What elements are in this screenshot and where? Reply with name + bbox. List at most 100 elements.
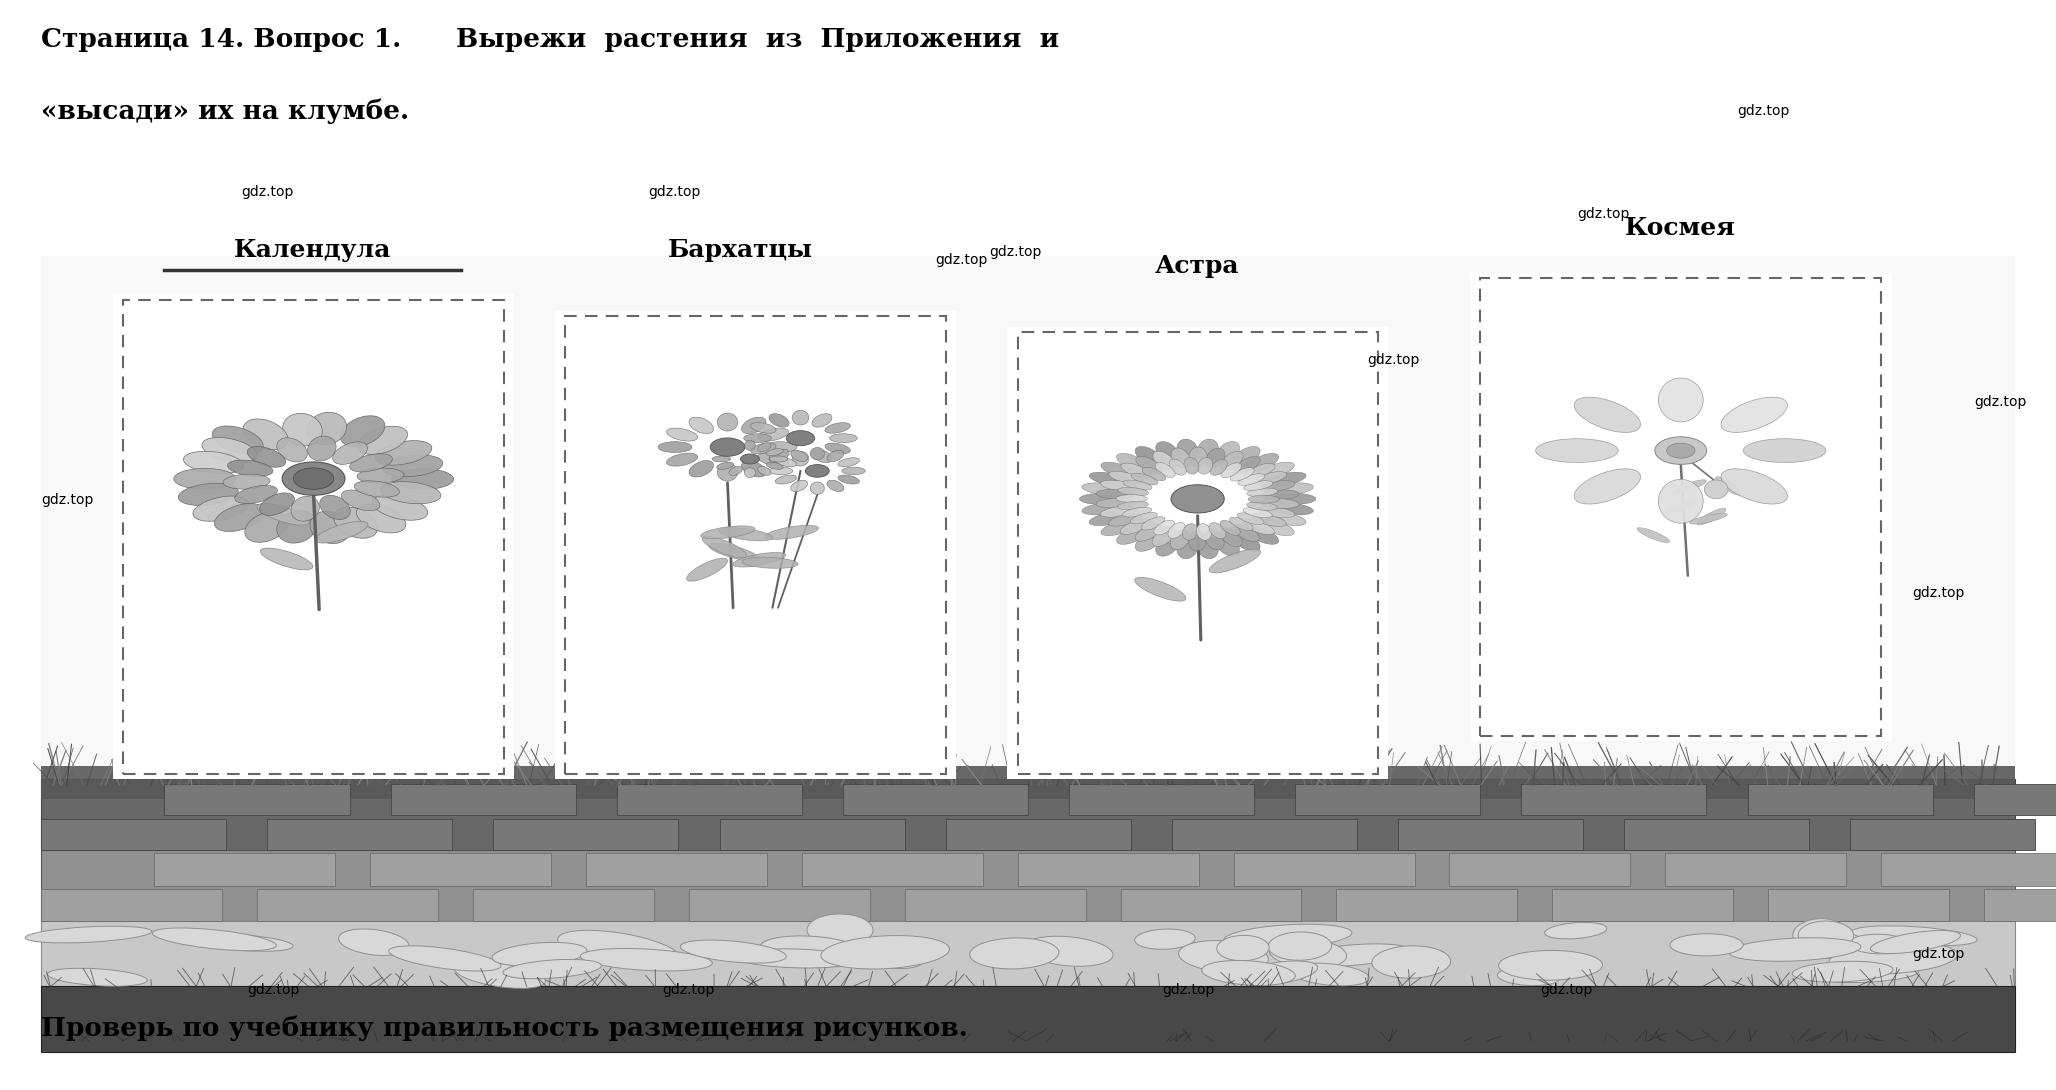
- Text: gdz.top: gdz.top: [1577, 207, 1630, 221]
- Ellipse shape: [730, 443, 742, 451]
- Ellipse shape: [718, 462, 734, 470]
- Ellipse shape: [1820, 966, 1918, 982]
- Ellipse shape: [732, 553, 785, 567]
- Ellipse shape: [1221, 463, 1242, 477]
- Ellipse shape: [1238, 961, 1318, 985]
- Ellipse shape: [1289, 964, 1369, 985]
- Circle shape: [806, 464, 829, 477]
- Ellipse shape: [757, 453, 790, 467]
- Ellipse shape: [742, 417, 767, 434]
- Ellipse shape: [829, 434, 857, 443]
- Ellipse shape: [1118, 487, 1149, 496]
- Ellipse shape: [333, 441, 368, 464]
- Ellipse shape: [1081, 483, 1127, 495]
- Bar: [689, 889, 870, 921]
- Ellipse shape: [1135, 530, 1164, 552]
- Ellipse shape: [201, 437, 257, 463]
- Ellipse shape: [1715, 476, 1741, 495]
- Bar: [1984, 889, 2056, 921]
- Ellipse shape: [243, 419, 288, 449]
- Ellipse shape: [812, 414, 833, 427]
- Ellipse shape: [1799, 921, 1855, 949]
- Ellipse shape: [769, 456, 787, 462]
- Ellipse shape: [1131, 512, 1158, 524]
- Ellipse shape: [666, 453, 697, 467]
- Ellipse shape: [1108, 471, 1143, 484]
- Ellipse shape: [354, 481, 399, 497]
- Ellipse shape: [769, 449, 790, 462]
- Ellipse shape: [1090, 472, 1131, 486]
- Ellipse shape: [750, 423, 775, 433]
- Ellipse shape: [1269, 938, 1347, 968]
- Ellipse shape: [757, 467, 771, 475]
- Bar: [1172, 820, 1357, 850]
- Bar: [493, 820, 678, 850]
- Ellipse shape: [1176, 535, 1199, 559]
- Bar: [905, 889, 1086, 921]
- Ellipse shape: [1246, 501, 1277, 510]
- Text: gdz.top: gdz.top: [1912, 585, 1963, 600]
- Ellipse shape: [1170, 459, 1186, 475]
- Ellipse shape: [261, 548, 313, 570]
- Ellipse shape: [775, 458, 796, 467]
- Bar: [1398, 820, 1583, 850]
- Ellipse shape: [1135, 457, 1162, 473]
- Text: «высади» их на клумбе.: «высади» их на клумбе.: [41, 98, 409, 123]
- Ellipse shape: [1221, 451, 1244, 470]
- Ellipse shape: [703, 536, 746, 558]
- Ellipse shape: [681, 940, 785, 964]
- Ellipse shape: [278, 438, 306, 462]
- Ellipse shape: [1223, 924, 1353, 948]
- Ellipse shape: [1721, 397, 1787, 433]
- Circle shape: [294, 468, 333, 489]
- Bar: [391, 784, 576, 815]
- Ellipse shape: [1704, 480, 1727, 499]
- Ellipse shape: [1244, 525, 1279, 544]
- Ellipse shape: [214, 504, 265, 532]
- Ellipse shape: [792, 481, 808, 492]
- Ellipse shape: [372, 495, 428, 520]
- Bar: [843, 784, 1028, 815]
- Ellipse shape: [389, 946, 502, 971]
- Ellipse shape: [1252, 472, 1287, 485]
- Bar: [1069, 784, 1254, 815]
- Text: Календула: Календула: [234, 238, 391, 262]
- FancyBboxPatch shape: [41, 256, 2015, 779]
- Ellipse shape: [1244, 508, 1273, 518]
- Ellipse shape: [763, 441, 798, 452]
- Bar: [370, 853, 551, 885]
- Ellipse shape: [1143, 468, 1166, 481]
- Ellipse shape: [1793, 919, 1848, 950]
- Ellipse shape: [1090, 511, 1131, 525]
- Circle shape: [709, 438, 744, 457]
- Ellipse shape: [1197, 458, 1213, 474]
- Ellipse shape: [1729, 937, 1861, 961]
- Text: gdz.top: gdz.top: [648, 185, 701, 199]
- Text: gdz.top: gdz.top: [41, 493, 93, 507]
- Ellipse shape: [1269, 932, 1332, 960]
- Ellipse shape: [1575, 397, 1641, 433]
- Ellipse shape: [321, 495, 350, 520]
- Ellipse shape: [792, 410, 808, 425]
- Ellipse shape: [1672, 480, 1706, 494]
- Ellipse shape: [356, 505, 405, 533]
- Bar: [41, 889, 222, 921]
- Bar: [802, 853, 983, 885]
- Ellipse shape: [339, 929, 409, 956]
- Text: Страница 14. Вопрос 1.      Вырежи  растения  из  Приложения  и: Страница 14. Вопрос 1. Вырежи растения и…: [41, 27, 1059, 52]
- Ellipse shape: [1219, 528, 1242, 546]
- Ellipse shape: [491, 943, 588, 966]
- Ellipse shape: [1252, 513, 1287, 526]
- Ellipse shape: [1264, 472, 1306, 486]
- Ellipse shape: [1209, 522, 1225, 538]
- Ellipse shape: [315, 521, 368, 543]
- Ellipse shape: [666, 428, 697, 441]
- Ellipse shape: [827, 450, 843, 462]
- Ellipse shape: [341, 415, 384, 447]
- Ellipse shape: [1135, 447, 1164, 468]
- Ellipse shape: [47, 968, 148, 986]
- Text: gdz.top: gdz.top: [247, 983, 300, 997]
- Ellipse shape: [1238, 474, 1264, 485]
- Ellipse shape: [228, 460, 273, 476]
- Ellipse shape: [1637, 528, 1669, 543]
